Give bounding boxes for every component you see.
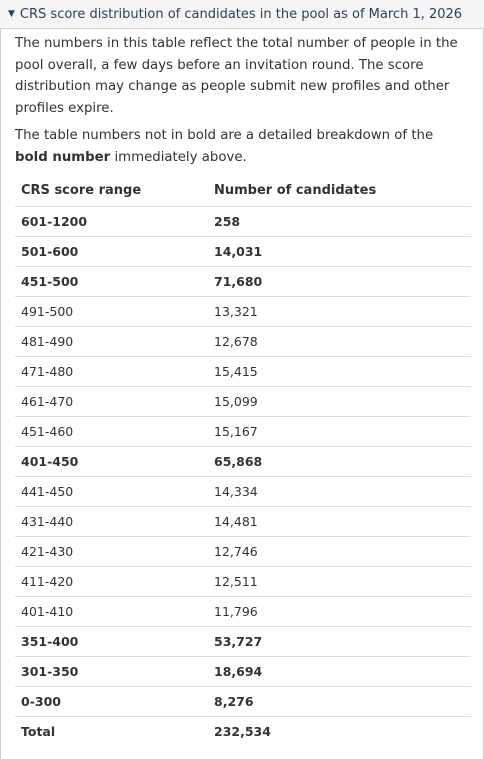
table-row: 401-410 11,796 [15, 595, 471, 626]
table-header-row: CRS score range Number of candidates [15, 176, 471, 206]
details-summary-toggle[interactable]: ▼ CRS score distribution of candidates i… [0, 0, 484, 29]
score-range-cell: 451-500 [15, 265, 208, 296]
candidate-count-cell: 13,321 [208, 295, 471, 326]
score-range-cell: 431-440 [15, 505, 208, 536]
candidate-count-cell: 8,276 [208, 685, 471, 716]
table-body: 601-1200 258 501-600 14,031 451-500 71,680 491… [15, 205, 471, 746]
candidate-count-cell: 65,868 [208, 445, 471, 476]
table-row: 351-400 53,727 [15, 625, 471, 656]
table-row: 441-450 14,334 [15, 475, 471, 506]
table-row: 451-500 71,680 [15, 265, 471, 296]
table-row: 451-460 15,167 [15, 415, 471, 446]
candidate-count-cell: 15,415 [208, 355, 471, 386]
table-row: 471-480 15,415 [15, 355, 471, 386]
score-range-cell: 481-490 [15, 325, 208, 356]
score-range-cell: 451-460 [15, 415, 208, 446]
candidate-count-cell: 71,680 [208, 265, 471, 296]
score-range-cell: 421-430 [15, 535, 208, 566]
score-range-cell: 411-420 [15, 565, 208, 596]
score-range-cell: 401-410 [15, 595, 208, 626]
candidate-count-cell: 232,534 [208, 715, 471, 746]
score-range-cell: 351-400 [15, 625, 208, 656]
candidate-count-cell: 53,727 [208, 625, 471, 656]
candidate-count-cell: 14,334 [208, 475, 471, 506]
table-row: Total 232,534 [15, 715, 471, 746]
table-row: 0-300 8,276 [15, 685, 471, 716]
table-row: 301-350 18,694 [15, 655, 471, 686]
score-range-cell: 461-470 [15, 385, 208, 416]
table-row: 431-440 14,481 [15, 505, 471, 536]
score-range-cell: 471-480 [15, 355, 208, 386]
explanation-bold-text: bold number [15, 149, 111, 165]
table-row: 501-600 14,031 [15, 235, 471, 266]
crs-distribution-table: CRS score range Number of candidates 601… [15, 176, 471, 746]
table-row: 481-490 12,678 [15, 325, 471, 356]
explanation-text-start: The table numbers not in bold are a deta… [15, 128, 434, 143]
intro-paragraph: The numbers in this table reflect the to… [15, 36, 458, 116]
bold-explanation-paragraph: The table numbers not in bold are a deta… [15, 125, 469, 168]
score-range-cell: 301-350 [15, 655, 208, 686]
score-range-cell: 501-600 [15, 235, 208, 266]
candidate-count-cell: 258 [208, 205, 471, 236]
table-row: 601-1200 258 [15, 205, 471, 236]
table-row: 461-470 15,099 [15, 385, 471, 416]
table-row: 401-450 65,868 [15, 445, 471, 476]
score-range-cell: 0-300 [15, 685, 208, 716]
score-range-cell: 491-500 [15, 295, 208, 326]
column-header-candidates: Number of candidates [214, 183, 377, 199]
score-range-cell: Total [15, 715, 208, 746]
candidate-count-cell: 12,511 [208, 565, 471, 596]
score-range-cell: 441-450 [15, 475, 208, 506]
candidate-count-cell: 15,099 [208, 385, 471, 416]
triangle-down-icon: ▼ [8, 9, 15, 19]
candidate-count-cell: 15,167 [208, 415, 471, 446]
candidate-count-cell: 12,746 [208, 535, 471, 566]
candidate-count-cell: 14,031 [208, 235, 471, 266]
column-header-score-range: CRS score range [21, 183, 142, 199]
candidate-count-cell: 12,678 [208, 325, 471, 356]
score-range-cell: 601-1200 [15, 205, 208, 236]
details-summary-label: CRS score distribution of candidates in … [19, 6, 463, 22]
table-row: 491-500 13,321 [15, 295, 471, 326]
score-range-cell: 401-450 [15, 445, 208, 476]
explanation-text-end: immediately above. [110, 149, 247, 165]
candidate-count-cell: 18,694 [208, 655, 471, 686]
table-row: 421-430 12,746 [15, 535, 471, 566]
details-panel: The numbers in this table reflect the to… [0, 29, 484, 759]
candidate-count-cell: 11,796 [208, 595, 471, 626]
table-row: 411-420 12,511 [15, 565, 471, 596]
candidate-count-cell: 14,481 [208, 505, 471, 536]
